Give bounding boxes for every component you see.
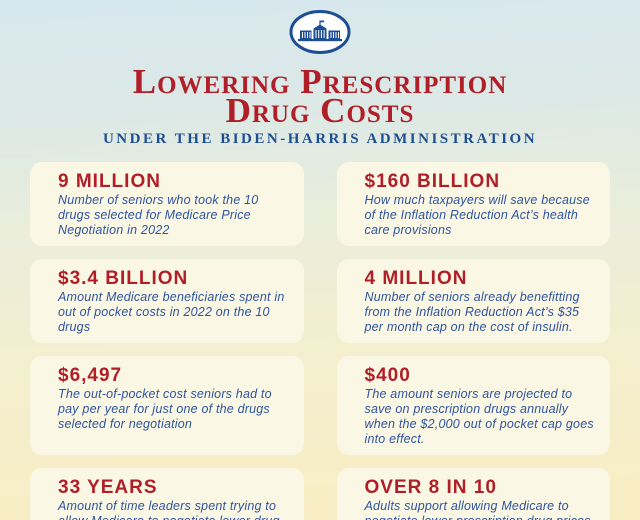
stat-value: 9 MILLION: [58, 171, 161, 192]
page-title: Lowering Prescription Drug Costs: [0, 62, 640, 130]
page-subtitle: Under the Biden-Harris Administration: [102, 131, 538, 147]
stat-value: $400: [364, 365, 411, 386]
stat-description: How much taxpayers will save because of …: [364, 193, 590, 237]
stat-value: 4 MILLION: [364, 268, 468, 289]
stats-grid: 9 MILLION Number of seniors who took the…: [30, 162, 610, 520]
stat-card-years-of-effort: 33 YEARS Amount of time leaders spent tr…: [30, 468, 304, 520]
stat-description: Adults support allowing Medicare to nego…: [364, 499, 595, 520]
stat-value: OVER 8 IN 10: [364, 477, 497, 498]
stat-card-public-support: OVER 8 IN 10 Adults support allowing Med…: [336, 468, 610, 520]
stat-value: $160 BILLION: [364, 171, 501, 192]
stat-value: 33 YEARS: [58, 477, 158, 498]
page-title-line1: Lowering Prescription: [132, 62, 508, 101]
stat-value: $6,497: [58, 365, 123, 386]
page-title-line2: Drug Costs: [225, 91, 415, 130]
stat-description: The amount seniors are projected to save…: [364, 387, 594, 446]
stat-card-seniors-took-drugs: 9 MILLION Number of seniors who took the…: [30, 162, 304, 246]
white-house-logo-icon: [288, 9, 352, 60]
stat-card-per-year-cost: $6,497 The out-of-pocket cost seniors ha…: [30, 356, 304, 455]
stat-description: The out-of-pocket cost seniors had to pa…: [58, 387, 272, 431]
stat-card-projected-savings: $400 The amount seniors are projected to…: [336, 356, 610, 455]
stat-card-taxpayer-savings: $160 BILLION How much taxpayers will sav…: [336, 162, 610, 246]
stat-description: Number of seniors already benefitting fr…: [364, 290, 580, 334]
stat-description: Number of seniors who took the 10 drugs …: [58, 193, 259, 237]
stat-value: $3.4 BILLION: [58, 268, 189, 289]
stat-description: Amount Medicare beneficiaries spent in o…: [58, 290, 285, 334]
stat-description: Amount of time leaders spent trying to a…: [58, 499, 279, 520]
stat-card-out-of-pocket-total: $3.4 BILLION Amount Medicare beneficiari…: [30, 259, 304, 343]
stat-card-insulin-cap: 4 MILLION Number of seniors already bene…: [336, 259, 610, 343]
logo-container: [0, 0, 640, 60]
header: Lowering Prescription Drug Costs Under t…: [0, 0, 640, 148]
